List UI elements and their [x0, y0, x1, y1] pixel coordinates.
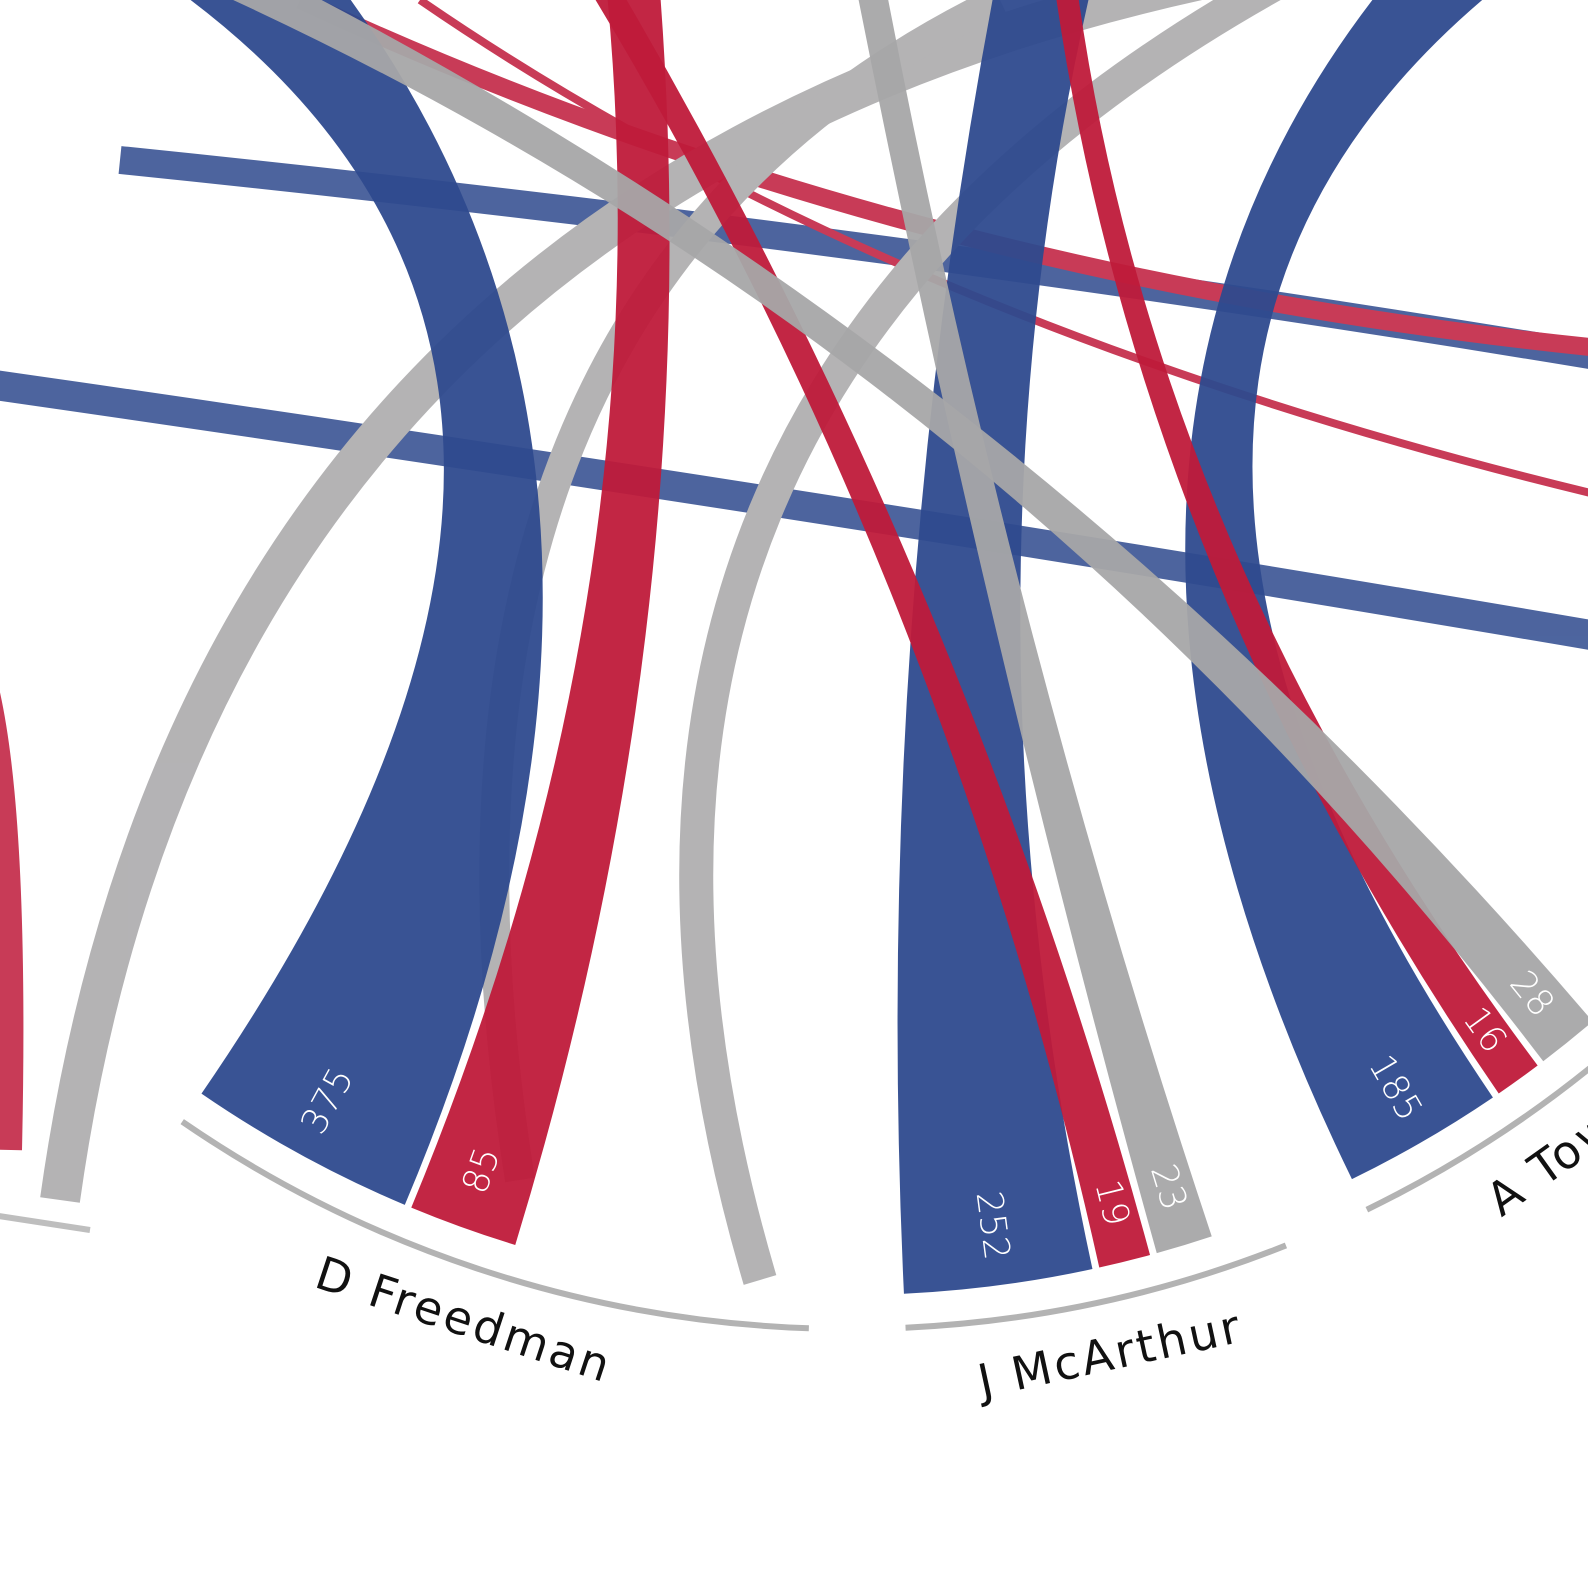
group-label: A Town [1476, 1079, 1588, 1227]
group-label: D Freedman [309, 1246, 619, 1394]
ribbon-decor [0, 1213, 91, 1233]
group-arc [180, 1119, 809, 1332]
ribbon [190, 0, 543, 1205]
background-ribbons [0, 0, 1588, 1285]
group-arc [1365, 1065, 1588, 1213]
ribbon [595, 0, 1151, 1268]
ribbon-decor [0, 692, 24, 1151]
group-arc [905, 1242, 1288, 1331]
ribbon [858, 0, 1212, 1254]
value-label: 252 [968, 1189, 1018, 1262]
ribbon-decor [40, 0, 1203, 1203]
ribbon [411, 0, 670, 1245]
ribbon [1185, 0, 1493, 1180]
ribbon-decor [0, 370, 1588, 650]
